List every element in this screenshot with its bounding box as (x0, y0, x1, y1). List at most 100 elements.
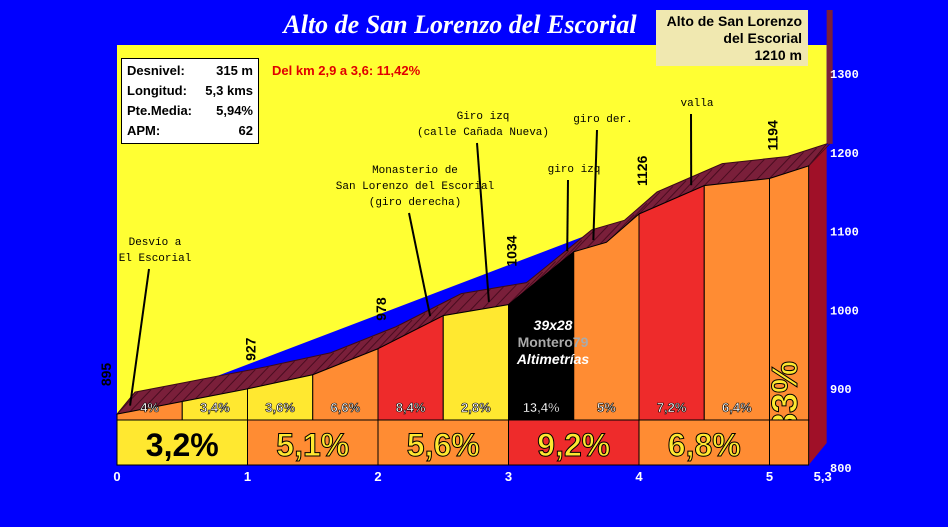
road-hatch (299, 355, 322, 378)
stat-row: Longitud: 5,3 kms (127, 81, 253, 101)
segment-grade-label: 3,4% (200, 400, 230, 415)
road-hatch (638, 191, 661, 215)
road-hatch (234, 369, 256, 392)
summit-name: Alto de San Lorenzo del Escorial (666, 13, 802, 46)
segment-face (703, 177, 770, 421)
road-hatch (338, 341, 361, 365)
annotation-text: (giro derecha) (369, 197, 461, 209)
stat-label: APM: (127, 123, 161, 138)
sky-panel (117, 45, 827, 415)
road-hatch (247, 366, 269, 390)
altitude-label: 1034 (504, 235, 520, 266)
annotation-text: (calle Cañada Nueva) (417, 127, 549, 139)
road-hatch (364, 331, 387, 355)
segment-grade-label: 6,6% (331, 400, 361, 415)
summit-altitude: 1210 m (754, 47, 802, 63)
x-tick-label: 5,3 (814, 469, 832, 484)
x-tick-label: 2 (374, 469, 381, 484)
altitude-label: 927 (243, 337, 259, 361)
summit-marker-bar (826, 10, 833, 144)
annotation-pointer (129, 268, 150, 406)
annotation-text: giro der. (573, 114, 632, 126)
altitude-label: 1194 (765, 120, 781, 151)
road-hatch (677, 174, 700, 198)
road-hatch (221, 371, 243, 395)
road-hatch (403, 313, 426, 336)
y-tick-label: 900 (830, 383, 852, 397)
road-hatch (743, 159, 765, 182)
segment-grade-label: 8,4% (396, 400, 426, 415)
road-hatch (129, 389, 152, 412)
road-hatch (142, 386, 165, 410)
road-hatch (716, 161, 739, 185)
y-tick-label: 1300 (830, 68, 859, 82)
segment-grade-label: 5% (597, 400, 616, 415)
stats-box: Desnivel: 315 m Longitud: 5,3 kms Pte.Medi… (121, 58, 259, 144)
road-hatch (273, 360, 295, 384)
road-hatch (795, 147, 817, 171)
segment-grade-label: 3,6% (265, 400, 295, 415)
profile-side (808, 143, 827, 466)
road-hatch (756, 157, 778, 181)
x-tick-label: 1 (244, 469, 251, 484)
road-hatch (586, 225, 609, 249)
x-tick-label: 3 (505, 469, 512, 484)
km-grade-label: 5,1% (276, 427, 349, 463)
km-grade-label: 5,6% (407, 427, 480, 463)
km-grade-cell (377, 419, 509, 466)
road-hatch (468, 288, 491, 312)
stat-value: 62 (238, 123, 253, 138)
annotation-text: giro izq (548, 164, 601, 176)
summit-info-box: Alto de San Lorenzo del Escorial 1210 m (656, 10, 808, 66)
stat-row: APM: 62 (127, 121, 253, 141)
segment-grade-label: 4% (140, 400, 159, 415)
km-grade-cell (769, 419, 810, 466)
stat-label: Longitud: (127, 83, 187, 98)
x-tick-label: 4 (635, 469, 643, 484)
annotation-text: El Escorial (119, 253, 192, 265)
road-hatch (155, 384, 178, 407)
altitude-label: 895 (98, 363, 114, 387)
annotation-text: Monasterio de (372, 165, 458, 177)
road-hatch (690, 168, 713, 192)
km-grade-label: 9,2% (537, 427, 610, 463)
road-hatch (260, 363, 282, 387)
road-hatch (547, 250, 570, 274)
annotation-text: San Lorenzo del Escorial (336, 181, 494, 193)
road-hatch (599, 221, 622, 245)
x-tick-label: 5 (766, 469, 773, 484)
km-grade-label: 3,2% (146, 427, 219, 463)
annotation-pointer (408, 212, 432, 317)
road-hatch (429, 299, 452, 323)
road-hatch (207, 374, 230, 397)
y-tick-label: 1100 (830, 226, 859, 240)
road-hatch (325, 347, 348, 370)
road-hatch (377, 326, 400, 350)
road-hatch (390, 319, 413, 343)
km-grade-cell (116, 419, 248, 466)
stat-value: 5,94% (216, 103, 253, 118)
segment-grade-label: 2,8% (461, 400, 491, 415)
segment-grade-label: 6,4% (722, 400, 752, 415)
road-hatch (560, 240, 583, 263)
road-hatch (808, 143, 831, 167)
annotation-text: valla (680, 98, 713, 110)
road-hatch (521, 271, 543, 295)
road-hatch (194, 376, 217, 400)
road-hatch (168, 381, 191, 405)
y-tick-label: 1000 (830, 304, 859, 318)
altitude-label: 1126 (634, 155, 650, 186)
segment-grade-label: 7,2% (657, 400, 687, 415)
road-hatch (455, 291, 478, 314)
km-grade-cell (508, 419, 640, 466)
road-hatch (651, 185, 674, 209)
annotation-text: Desvío a (129, 237, 182, 249)
altitude-label: 978 (373, 297, 389, 321)
annotation-text: Giro izq (457, 111, 510, 123)
road-hatch (508, 282, 530, 305)
road-hatch (351, 336, 374, 360)
y-tick-label: 1200 (830, 147, 859, 161)
watermark-text: Montero79 (518, 334, 589, 350)
road-hatch (573, 229, 596, 253)
